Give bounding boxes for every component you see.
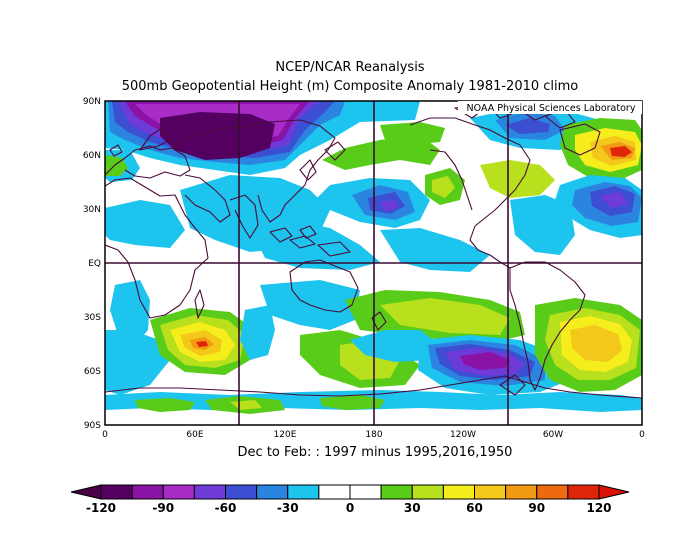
colorbar-under-arrow (70, 484, 102, 500)
colorbar-swatch (442, 484, 475, 500)
colorbar-swatch (505, 484, 538, 500)
colorbar-swatch (567, 484, 600, 500)
north-pacific-anomalies (315, 122, 465, 228)
credit-box (458, 101, 642, 114)
colorbar-label: 60 (466, 501, 483, 515)
arctic-negative-anomaly (105, 101, 420, 175)
lon-label: 120E (274, 430, 297, 440)
colorbar-swatch (380, 484, 413, 500)
lon-label: 60E (186, 430, 203, 440)
colorbar-swatch (318, 484, 351, 500)
title-line-1: NCEP/NCAR Reanalysis (275, 60, 425, 75)
lon-label: 0 (639, 430, 645, 440)
lat-label: 90S (84, 421, 101, 431)
colorbar-swatch (225, 484, 258, 500)
colorbar-label: 90 (528, 501, 545, 515)
map-frame (104, 100, 643, 426)
lon-axis: 0 60E 120E 180 120W 60W 0 (102, 430, 645, 440)
lat-label: 60S (84, 367, 101, 377)
atlantic-anomalies (470, 108, 642, 255)
period-subtitle: Dec to Feb: : 1997 minus 1995,2016,1950 (237, 445, 513, 460)
colorbar-label: 120 (586, 501, 611, 515)
colorbar-label: 0 (346, 501, 354, 515)
lat-label: 30N (83, 205, 101, 215)
colorbar-label: -30 (277, 501, 299, 515)
colorbar-label: -60 (215, 501, 237, 515)
colorbar-swatch (193, 484, 226, 500)
colorbar-swatch (100, 484, 133, 500)
lon-label: 120W (450, 430, 476, 440)
colorbar-label: -120 (86, 501, 116, 515)
colorbar-swatch (411, 484, 444, 500)
colorbar-swatch (536, 484, 569, 500)
lat-label: 30S (84, 313, 101, 323)
colorbar: -120 -90 -60 -30 0 30 60 90 120 (70, 484, 630, 515)
colorbar-swatch (131, 484, 164, 500)
lon-label: 0 (102, 430, 108, 440)
title-line-2: 500mb Geopotential Height (m) Composite … (121, 79, 579, 94)
map-grid (105, 101, 642, 425)
credit-text: NOAA Physical Sciences Laboratory (467, 103, 636, 114)
colorbar-swatch (474, 484, 507, 500)
colorbar-swatch (349, 484, 382, 500)
lat-axis: 90N 60N 30N EQ 30S 60S 90S (83, 97, 101, 431)
colorbar-swatch (162, 484, 195, 500)
lat-label: 90N (83, 97, 101, 107)
coastlines (105, 105, 642, 399)
lon-label: 60W (543, 430, 563, 440)
colorbar-over-arrow (598, 484, 630, 500)
colorbar-label: 30 (404, 501, 421, 515)
colorbar-swatch (287, 484, 320, 500)
lon-label: 180 (365, 430, 382, 440)
colorbar-swatch (256, 484, 289, 500)
lat-label: EQ (88, 259, 101, 269)
colorbar-label: -90 (152, 501, 174, 515)
lat-label: 60N (83, 151, 101, 161)
